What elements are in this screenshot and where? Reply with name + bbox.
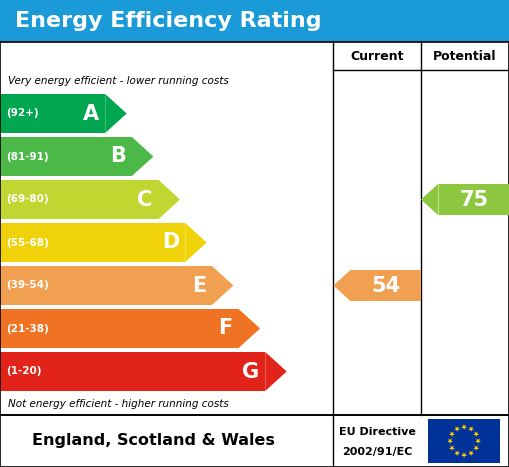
Text: (92+): (92+) [6,108,39,119]
Bar [0,352,265,391]
Polygon shape [447,439,453,444]
Polygon shape [132,137,153,176]
Polygon shape [421,184,439,215]
Polygon shape [473,446,479,451]
Text: (81-91): (81-91) [6,151,49,162]
Text: (1-20): (1-20) [6,367,42,376]
Text: C: C [137,190,153,210]
Polygon shape [473,432,479,437]
Text: England, Scotland & Wales: England, Scotland & Wales [32,433,275,448]
Bar [428,419,500,463]
Polygon shape [105,94,127,133]
Bar [0,94,105,133]
Polygon shape [461,453,467,458]
Bar [0,309,239,348]
Text: Potential: Potential [433,50,497,63]
Polygon shape [475,439,481,444]
Text: B: B [110,147,126,167]
Polygon shape [159,180,180,219]
Text: 54: 54 [372,276,401,296]
Text: Very energy efficient - lower running costs: Very energy efficient - lower running co… [8,76,229,86]
Text: Not energy efficient - higher running costs: Not energy efficient - higher running co… [8,399,229,409]
Polygon shape [461,425,467,430]
Polygon shape [265,352,287,391]
Text: (55-68): (55-68) [6,238,49,248]
Text: (39-54): (39-54) [6,281,49,290]
Polygon shape [185,223,207,262]
Bar [439,184,509,215]
Text: 2002/91/EC: 2002/91/EC [342,447,412,458]
Text: Current: Current [350,50,404,63]
Text: Energy Efficiency Rating: Energy Efficiency Rating [15,11,322,31]
Polygon shape [449,432,455,437]
Text: (21-38): (21-38) [6,324,49,333]
Text: G: G [242,361,259,382]
Polygon shape [454,451,460,456]
Bar [0,180,159,219]
Bar [351,269,421,302]
Bar [0,137,132,176]
Polygon shape [333,269,351,302]
Polygon shape [449,446,455,451]
Text: F: F [218,318,233,339]
Text: (69-80): (69-80) [6,194,49,205]
Text: A: A [83,104,99,123]
Bar [0,0,509,42]
Polygon shape [468,451,474,456]
Text: 75: 75 [459,190,488,210]
Text: E: E [192,276,206,296]
Polygon shape [212,266,233,305]
Bar [0,266,212,305]
Polygon shape [239,309,260,348]
Text: D: D [162,233,179,253]
Bar [0,223,185,262]
Polygon shape [468,426,474,432]
Text: EU Directive: EU Directive [338,427,416,437]
Polygon shape [454,426,460,432]
